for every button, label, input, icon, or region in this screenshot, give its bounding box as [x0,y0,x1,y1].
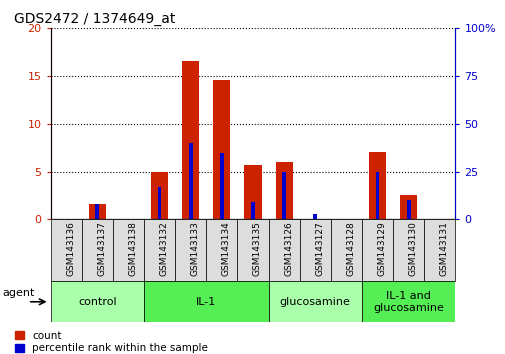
Bar [95,204,99,219]
FancyBboxPatch shape [113,219,144,281]
Bar [88,204,106,219]
FancyBboxPatch shape [50,219,82,281]
Bar [220,153,223,219]
Text: GSM143128: GSM143128 [346,221,355,276]
Text: control: control [78,297,116,307]
Bar [182,61,199,219]
Bar [368,152,385,219]
FancyBboxPatch shape [144,219,175,281]
FancyBboxPatch shape [330,219,361,281]
Text: GSM143132: GSM143132 [159,221,168,276]
FancyBboxPatch shape [237,219,268,281]
Text: IL-1 and
glucosamine: IL-1 and glucosamine [373,291,443,313]
Text: GDS2472 / 1374649_at: GDS2472 / 1374649_at [14,12,175,26]
FancyBboxPatch shape [144,281,268,322]
Bar [213,80,230,219]
FancyBboxPatch shape [82,219,113,281]
Bar [406,200,410,219]
Bar [275,162,292,219]
Legend: count, percentile rank within the sample: count, percentile rank within the sample [15,331,208,354]
Text: agent: agent [3,288,35,298]
Text: GSM143131: GSM143131 [439,221,448,276]
Text: GSM143137: GSM143137 [97,221,106,276]
FancyBboxPatch shape [175,219,206,281]
Bar [313,214,317,219]
Bar [158,187,161,219]
FancyBboxPatch shape [392,219,423,281]
Text: GSM143126: GSM143126 [284,221,292,276]
FancyBboxPatch shape [299,219,330,281]
FancyBboxPatch shape [50,281,144,322]
Text: GSM143133: GSM143133 [190,221,199,276]
Bar [375,172,379,219]
Text: GSM143129: GSM143129 [377,221,386,276]
Bar [244,165,261,219]
FancyBboxPatch shape [423,219,454,281]
Bar [399,195,417,219]
Text: IL-1: IL-1 [196,297,216,307]
FancyBboxPatch shape [268,281,361,322]
FancyBboxPatch shape [206,219,237,281]
Bar [282,172,285,219]
FancyBboxPatch shape [268,219,299,281]
Text: GSM143127: GSM143127 [315,221,324,276]
Text: GSM143136: GSM143136 [66,221,75,276]
FancyBboxPatch shape [361,219,392,281]
Bar [150,172,168,219]
Text: glucosamine: glucosamine [279,297,350,307]
Bar [250,202,255,219]
Text: GSM143135: GSM143135 [252,221,262,276]
Text: GSM143134: GSM143134 [221,221,230,276]
Text: GSM143138: GSM143138 [128,221,137,276]
FancyBboxPatch shape [361,281,454,322]
Bar [188,143,192,219]
Text: GSM143130: GSM143130 [408,221,417,276]
